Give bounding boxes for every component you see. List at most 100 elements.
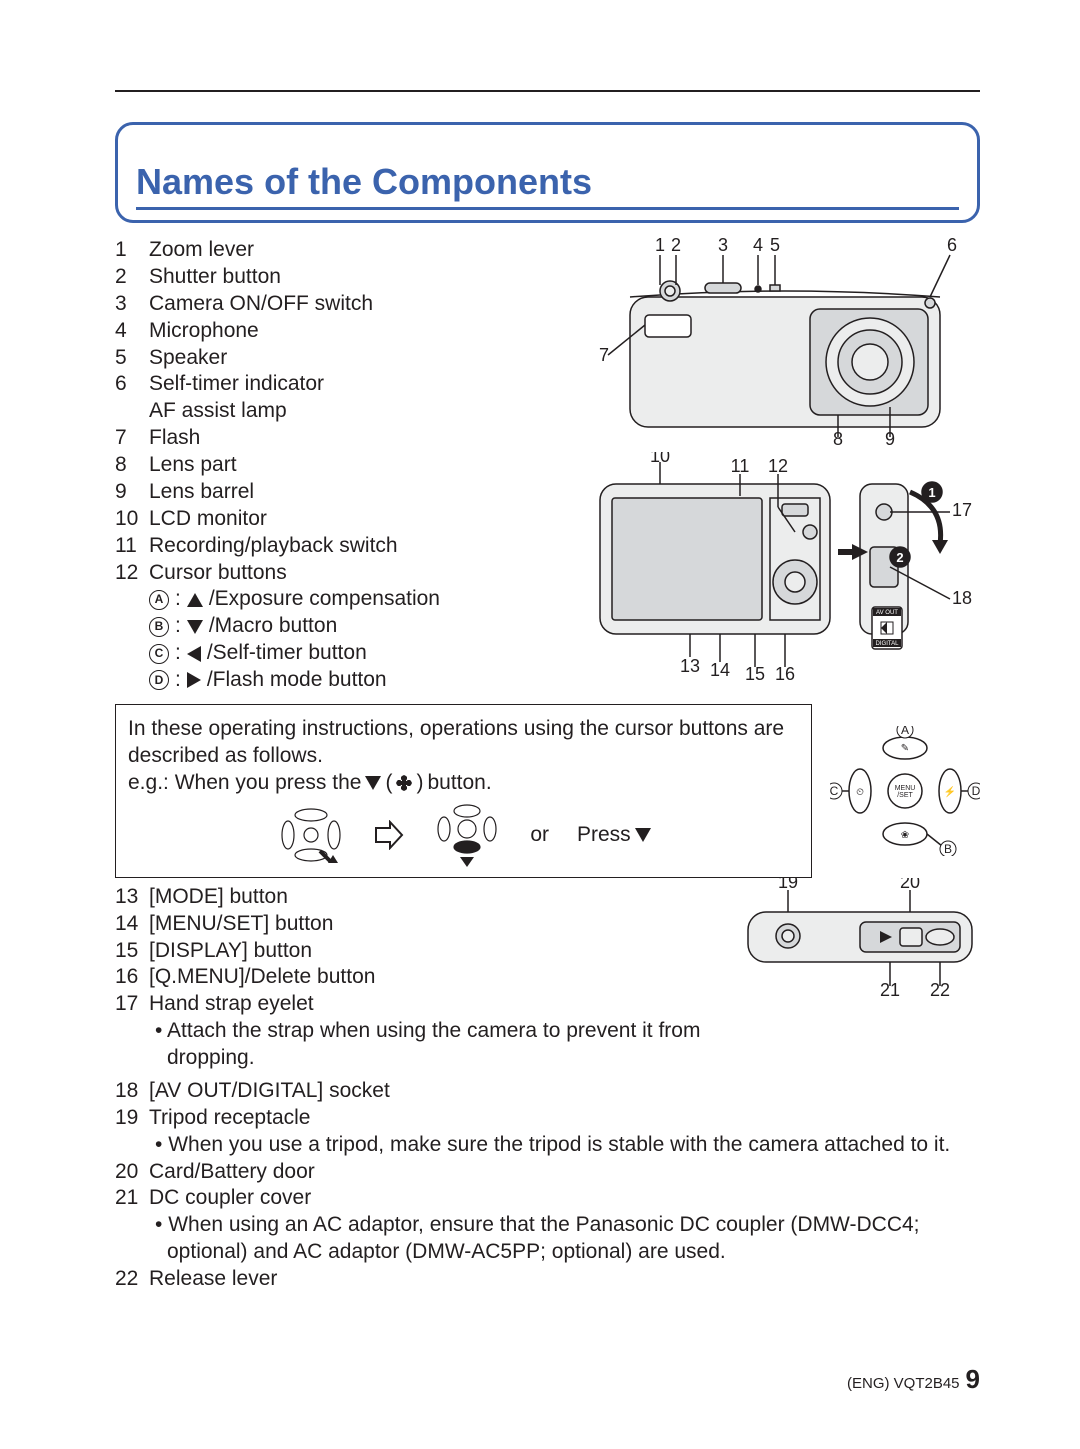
item-label: Shutter button: [149, 264, 590, 291]
item-number: 3: [115, 291, 149, 318]
callout-7: 7: [599, 345, 609, 365]
dia-c: C: [830, 784, 839, 798]
circle-c-icon: C: [149, 644, 169, 664]
cursor-a-label: /Exposure compensation: [209, 586, 440, 613]
upper-content-row: 1Zoom lever 2Shutter button 3Camera ON/O…: [115, 237, 980, 694]
callout-13: 13: [680, 656, 700, 676]
camera-bottom-diagram: 19 20 21 22: [740, 878, 980, 998]
triangle-right-icon: [187, 672, 201, 688]
item-number: 8: [115, 452, 149, 479]
cursor-d-label: /Flash mode button: [207, 667, 387, 694]
menu-set-label2: /SET: [897, 792, 913, 799]
item-bullet: • Attach the strap when using the camera…: [149, 1018, 740, 1072]
item-label: [AV OUT/DIGITAL] socket: [149, 1078, 980, 1105]
circle-a-icon: A: [149, 590, 169, 610]
manual-page: Names of the Components 1Zoom lever 2Shu…: [0, 0, 1080, 1449]
instruction-eg-suffix: button.: [427, 769, 491, 796]
callout-18: 18: [952, 588, 972, 608]
instruction-box: In these operating instructions, operati…: [115, 704, 812, 878]
triangle-down-icon: [635, 828, 651, 842]
item-extra: AF assist lamp: [149, 398, 590, 425]
callout-17: 17: [952, 500, 972, 520]
callout-19: 19: [778, 878, 798, 892]
item-label: Recording/playback switch: [149, 533, 590, 560]
svg-text:❀: ❀: [901, 830, 909, 841]
cursor-b-label: /Macro button: [209, 613, 337, 640]
macro-flower-icon: [396, 775, 412, 791]
callout-6: 6: [947, 237, 957, 255]
item-bullet: • When using an AC adaptor, ensure that …: [149, 1212, 980, 1266]
callout-8: 8: [833, 429, 843, 447]
item-number: 7: [115, 425, 149, 452]
item-number: 13: [115, 884, 149, 911]
triangle-down-icon: [365, 776, 381, 790]
item-label: Camera ON/OFF switch: [149, 291, 590, 318]
callout-15: 15: [745, 664, 765, 682]
dia-b: B: [944, 842, 952, 856]
item-label: Cursor buttons: [149, 560, 590, 587]
triangle-down-icon: [187, 620, 203, 634]
callout-11: 11: [731, 456, 750, 476]
instruction-line1: In these operating instructions, operati…: [128, 715, 799, 770]
item-number: 15: [115, 938, 149, 965]
item-number: 14: [115, 911, 149, 938]
item-label: Self-timer indicator: [149, 371, 590, 398]
item-label: Zoom lever: [149, 237, 590, 264]
item-number: [115, 398, 149, 425]
camera-front-diagram: 1 2 3 4 5 6 7 8 9: [590, 237, 980, 447]
item-label: Speaker: [149, 345, 590, 372]
section-title: Names of the Components: [136, 161, 959, 210]
circled-2: 2: [896, 550, 903, 565]
callout-10: 10: [650, 452, 670, 466]
callout-12: 12: [768, 456, 788, 476]
item-number: 16: [115, 964, 149, 991]
item-label: [DISPLAY] button: [149, 938, 740, 965]
item-label: Card/Battery door: [149, 1159, 980, 1186]
digital-label: DIGITAL: [876, 641, 900, 647]
dia-d: D: [972, 784, 980, 798]
item-label: LCD monitor: [149, 506, 590, 533]
circle-b-icon: B: [149, 617, 169, 637]
menu-set-label: MENU: [895, 785, 916, 792]
circle-d-icon: D: [149, 670, 169, 690]
page-footer: (ENG) VQT2B45 9: [847, 1364, 980, 1395]
item-label: [MODE] button: [149, 884, 740, 911]
callout-1: 1: [655, 237, 665, 255]
svg-text:⏲: ⏲: [856, 787, 864, 798]
press-text: Press: [577, 821, 631, 848]
footer-code: (ENG) VQT2B45: [847, 1375, 960, 1392]
item-number: 20: [115, 1159, 149, 1186]
figure-column: 1 2 3 4 5 6 7 8 9: [590, 237, 980, 687]
callout-2: 2: [671, 237, 681, 255]
item-number: 6: [115, 371, 149, 398]
item-label: DC coupler cover: [149, 1185, 980, 1212]
callout-16: 16: [775, 664, 795, 682]
avout-label: AV OUT: [876, 610, 898, 616]
item-number: 1: [115, 237, 149, 264]
cursor-cross-diagram: MENU /SET ✎ ⏲ ⚡ ❀ A D B C: [830, 704, 980, 878]
callout-14: 14: [710, 660, 730, 680]
cursor-c-label: /Self-timer button: [207, 640, 367, 667]
camera-back-diagram: 10 11 12 13 14 15 16 17 18 1 2 AV OUT: [590, 452, 980, 682]
item-label: Lens barrel: [149, 479, 590, 506]
camera-bottom-diagram-wrapper: 19 20 21 22: [740, 878, 980, 1003]
component-list-bottom-cont: 18[AV OUT/DIGITAL] socket 19Tripod recep…: [115, 1078, 980, 1293]
triangle-up-icon: [187, 593, 203, 607]
svg-text:✎: ✎: [901, 743, 909, 754]
item-number: 5: [115, 345, 149, 372]
item-number: 19: [115, 1105, 149, 1132]
callout-3: 3: [718, 237, 728, 255]
arrow-right-icon: [374, 820, 404, 850]
item-label: Microphone: [149, 318, 590, 345]
callout-4: 4: [753, 237, 763, 255]
item-number: 12: [115, 560, 149, 587]
cursor-sublist: A:/Exposure compensation B:/Macro button…: [115, 586, 590, 694]
item-number: 18: [115, 1078, 149, 1105]
item-label: Release lever: [149, 1266, 980, 1293]
or-text: or: [530, 821, 549, 848]
item-number: 11: [115, 533, 149, 560]
item-number: 4: [115, 318, 149, 345]
top-rule: [115, 90, 980, 92]
item-bullet: • When you use a tripod, make sure the t…: [149, 1132, 980, 1159]
item-number: 10: [115, 506, 149, 533]
